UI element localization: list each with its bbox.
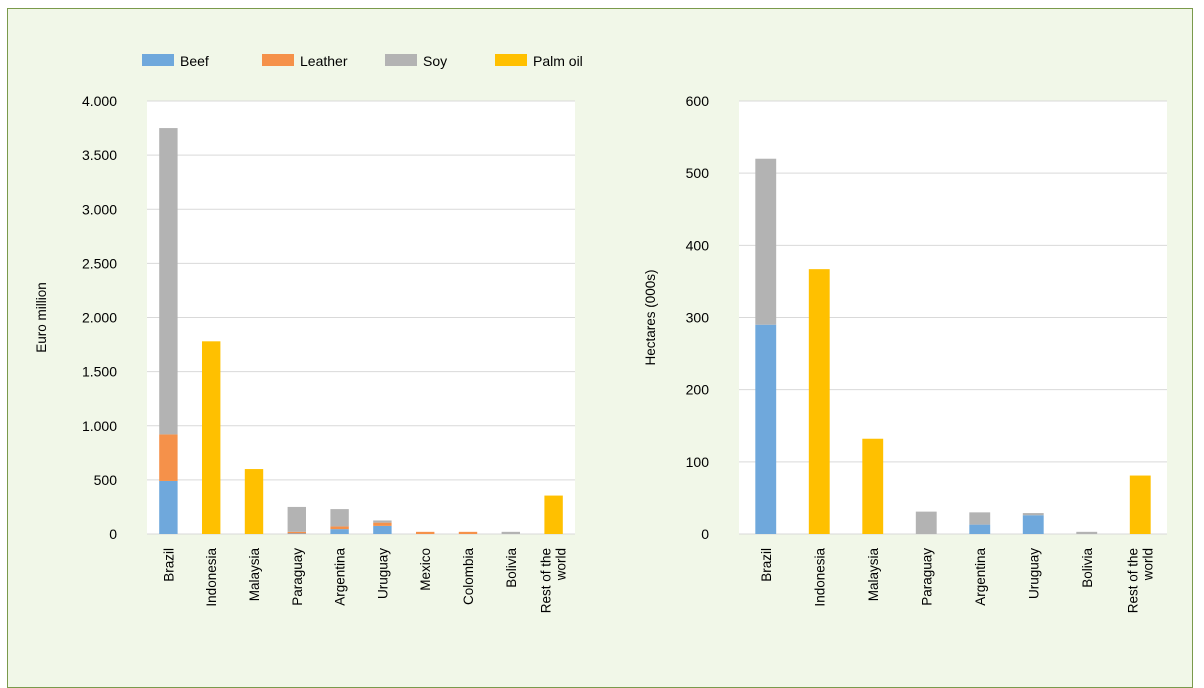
bar-malaysia-palm-oil [244, 469, 264, 534]
bar-argentina-beef [969, 524, 991, 534]
x-tick-label: Argentina [333, 548, 348, 606]
x-tick-label: Bolivia [1080, 548, 1095, 588]
legend-swatch-palm-oil [495, 54, 527, 66]
bar-brazil-beef [755, 324, 777, 534]
bar-indonesia-palm-oil [201, 341, 221, 534]
bar-paraguay-leather [287, 531, 307, 534]
y-axis-title: Hectares (000s) [643, 269, 658, 365]
x-tick-label: Argentina [973, 548, 988, 606]
y-tick-label: 200 [686, 382, 710, 398]
y-tick-label: 600 [686, 93, 710, 109]
x-tick-label: Paraguay [290, 548, 305, 606]
x-tick-label-line: world [1140, 548, 1155, 581]
y-tick-label: 2.000 [82, 310, 117, 326]
x-tick-label: Indonesia [812, 548, 827, 607]
bar-uruguay-beef [373, 525, 392, 534]
x-tick-label: Rest of theworld [539, 548, 569, 613]
y-tick-label: 3.500 [82, 147, 117, 163]
x-tick-label: Indonesia [204, 548, 219, 607]
bar-paraguay-soy [915, 511, 937, 534]
y-tick-label: 1.000 [82, 418, 117, 434]
x-tick-label: Mexico [418, 548, 433, 591]
y-tick-label: 500 [94, 472, 118, 488]
x-tick-label: Paraguay [919, 548, 934, 606]
y-tick-label: 4.000 [82, 93, 117, 109]
x-tick-label: Uruguay [1026, 548, 1041, 599]
y-tick-label: 3.000 [82, 201, 117, 217]
y-tick-label: 500 [686, 165, 710, 181]
bar-uruguay-soy [1022, 513, 1044, 516]
bar-bolivia-soy [501, 531, 521, 534]
x-tick-label: Brazil [161, 548, 176, 582]
bar-brazil-soy [159, 128, 178, 435]
y-tick-label: 1.500 [82, 364, 117, 380]
x-tick-label: Uruguay [375, 548, 390, 599]
y-tick-label: 0 [109, 526, 117, 542]
bar-brazil-leather [159, 434, 178, 481]
x-tick-label: Malaysia [866, 548, 881, 602]
x-tick-label: Brazil [759, 548, 774, 582]
bar-argentina-soy [969, 512, 991, 525]
legend-swatch-soy [385, 54, 417, 66]
y-tick-label: 300 [686, 310, 710, 326]
x-tick-label-line: world [554, 548, 569, 581]
bar-argentina-soy [330, 509, 349, 527]
legend-swatch-beef [142, 54, 174, 66]
bar-paraguay-soy [287, 506, 307, 532]
y-tick-label: 100 [686, 454, 710, 470]
y-axis-title: Euro million [34, 282, 49, 353]
bar-argentina-beef [330, 529, 349, 534]
legend-label-soy: Soy [423, 53, 447, 69]
legend-label-palm-oil: Palm oil [533, 53, 583, 69]
bar-indonesia-palm-oil [808, 269, 830, 534]
x-tick-label: Malaysia [247, 548, 262, 602]
x-tick-label-line: Rest of the [1125, 548, 1140, 613]
legend: Beef Leather Soy Palm oil [142, 53, 583, 69]
bar-brazil-soy [755, 158, 777, 325]
y-tick-label: 400 [686, 237, 710, 253]
chart-euro-million: 0 500 1.000 1.500 2.000 2.500 3.000 3.500 4.000 E… [34, 93, 575, 613]
x-tick-label: Rest of theworld [1125, 548, 1155, 613]
bar-malaysia-palm-oil [862, 438, 884, 534]
bar-uruguay-leather [373, 522, 392, 526]
bar-rest-of-the-world-palm-oil [544, 495, 563, 534]
bar-brazil-beef [159, 480, 178, 534]
bar-paraguay-beef [287, 533, 307, 534]
bar-bolivia-soy [1076, 531, 1098, 534]
bar-colombia-leather [458, 531, 478, 534]
bar-mexico-leather [415, 531, 435, 534]
chart-hectares: 0 100 200 300 400 500 600 Hectares (000s) Brazil… [643, 93, 1167, 613]
x-tick-label: Colombia [461, 548, 476, 606]
legend-label-leather: Leather [300, 53, 348, 69]
x-tick-label-line: Rest of the [539, 548, 554, 613]
x-tick-label: Bolivia [504, 548, 519, 588]
legend-swatch-leather [262, 54, 294, 66]
bar-uruguay-beef [1022, 515, 1044, 534]
bar-uruguay-soy [373, 520, 392, 523]
bar-rest-of-the-world-palm-oil [1129, 475, 1151, 534]
y-tick-label: 2.500 [82, 255, 117, 271]
bar-argentina-leather [330, 526, 349, 530]
legend-label-beef: Beef [180, 53, 209, 69]
y-tick-label: 0 [701, 526, 709, 542]
